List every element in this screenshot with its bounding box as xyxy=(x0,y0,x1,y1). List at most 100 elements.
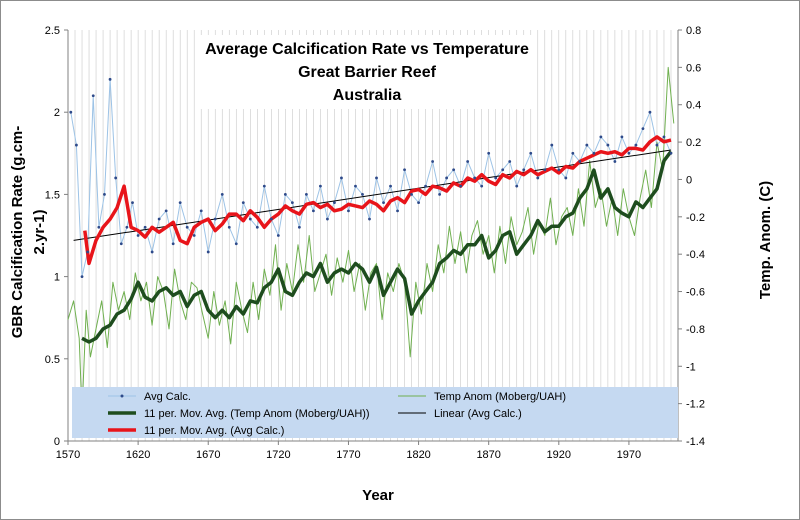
avg-calc-point xyxy=(125,225,129,229)
vertical-gridlines xyxy=(74,30,672,441)
y-left-tick-label: 0 xyxy=(54,436,60,448)
chart-title-line-2: Great Barrier Reef xyxy=(298,64,437,81)
y-left-tick-label: 1 xyxy=(54,272,60,284)
y-right-tick-label: -1.2 xyxy=(686,399,705,411)
avg-calc-point xyxy=(515,184,519,188)
x-tick-label: 1570 xyxy=(56,449,80,461)
x-tick-label: 1620 xyxy=(126,449,150,461)
avg-calc-point xyxy=(627,151,631,155)
avg-calc-point xyxy=(508,160,512,163)
legend-label-linear: Linear (Avg Calc.) xyxy=(434,408,522,420)
avg-calc-point xyxy=(473,176,477,180)
avg-calc-point xyxy=(234,242,238,246)
x-tick-label: 1770 xyxy=(336,449,360,461)
x-tick-label: 1970 xyxy=(617,449,641,461)
avg-calc-point xyxy=(206,250,210,254)
avg-calc-point xyxy=(648,110,652,114)
avg-calc-point xyxy=(86,250,90,254)
avg-calc-point xyxy=(662,135,666,139)
avg-calc-markers xyxy=(69,77,673,278)
avg-calc-point xyxy=(655,143,659,147)
avg-calc-point xyxy=(466,160,470,163)
avg-calc-point xyxy=(220,193,224,196)
y-right-tick-label: -0.2 xyxy=(686,212,705,224)
avg-calc-point xyxy=(578,160,582,163)
y-right-tick-label: -0.8 xyxy=(686,324,705,336)
avg-calc-point xyxy=(669,151,673,155)
avg-calc-point xyxy=(91,94,95,98)
avg-calc-point xyxy=(375,176,378,180)
avg-calc-point xyxy=(69,110,73,114)
avg-calc-point xyxy=(543,168,547,172)
legend-label-temp-anom: Temp Anom (Moberg/UAH) xyxy=(434,391,566,403)
legend: Avg Calc. Temp Anom (Moberg/UAH) 11 per.… xyxy=(72,387,678,438)
avg-calc-point xyxy=(136,234,140,237)
avg-calc-point xyxy=(319,184,322,188)
avg-calc-point xyxy=(606,143,610,147)
avg-calc-point xyxy=(213,217,217,221)
avg-calc-point xyxy=(283,193,287,196)
avg-calc-point xyxy=(361,193,364,196)
avg-calc-point xyxy=(269,217,273,221)
avg-calc-point xyxy=(262,184,266,188)
y-right-tick-label: -1 xyxy=(686,361,696,373)
avg-calc-point xyxy=(199,209,203,213)
legend-label-calc-mov-avg: 11 per. Mov. Avg. (Avg Calc.) xyxy=(144,425,284,437)
avg-calc-point xyxy=(403,168,406,172)
avg-calc-point xyxy=(494,176,498,180)
y-left-tick-label: 2 xyxy=(54,107,60,119)
avg-calc-point xyxy=(585,143,589,147)
legend-marker-avg-calc xyxy=(120,394,124,398)
title-background xyxy=(200,35,535,109)
x-tick-label: 1820 xyxy=(406,449,430,461)
avg-calc-point xyxy=(480,184,484,188)
avg-calc-point xyxy=(75,143,78,147)
avg-calc-point xyxy=(143,225,147,229)
avg-calc-point xyxy=(290,201,294,205)
temp-anom-line xyxy=(67,66,675,414)
avg-calc-point xyxy=(97,225,101,229)
avg-calc-point xyxy=(620,135,624,139)
avg-calc-point xyxy=(592,151,596,155)
y-right-tick-label: -0.4 xyxy=(686,249,705,261)
avg-calc-point xyxy=(119,242,123,246)
avg-calc-point xyxy=(312,209,315,213)
avg-calc-point xyxy=(641,127,645,131)
y-right-tick-label: 0 xyxy=(686,174,692,186)
avg-calc-point xyxy=(297,225,301,229)
avg-calc-point xyxy=(410,193,413,196)
avg-calc-point xyxy=(571,151,575,155)
avg-calc-point xyxy=(354,184,357,188)
avg-calc-point xyxy=(564,176,568,180)
avg-calc-point xyxy=(241,201,245,205)
y-right-tick-label: 0.8 xyxy=(686,25,701,37)
y-right-tick-label: 0.6 xyxy=(686,62,701,74)
avg-calc-point xyxy=(550,143,554,147)
avg-calc-mov-avg-line xyxy=(83,135,672,266)
avg-calc-point xyxy=(424,184,427,188)
avg-calc-point xyxy=(80,275,84,278)
temp-anom-mov-avg-line xyxy=(81,150,673,344)
avg-calc-point xyxy=(389,184,392,188)
y-right-axis-title: Temp. Anom. (C) xyxy=(757,181,774,299)
avg-calc-point xyxy=(108,77,112,81)
avg-calc-point xyxy=(634,143,638,147)
avg-calc-point xyxy=(396,209,399,213)
axes xyxy=(67,30,679,442)
avg-calc-point xyxy=(131,201,134,205)
x-tick-label: 1920 xyxy=(547,449,571,461)
series-lines xyxy=(67,66,675,414)
avg-calc-point xyxy=(164,209,168,213)
y-left-tick-label: 2.5 xyxy=(45,25,60,37)
chart-title-line-1: Average Calcification Rate vs Temperatur… xyxy=(205,41,529,58)
y-right-tick-label: -0.6 xyxy=(686,287,705,299)
chart-title-line-3: Australia xyxy=(333,87,402,104)
avg-calc-point xyxy=(487,151,491,155)
avg-calc-point xyxy=(613,160,617,163)
avg-calc-point xyxy=(459,184,463,188)
avg-calc-point xyxy=(382,201,385,205)
y-left-axis-title-line-2: 2.yr-1) xyxy=(31,209,48,254)
y-right-tick-label: 0.4 xyxy=(686,100,701,112)
avg-calc-point xyxy=(171,242,175,246)
